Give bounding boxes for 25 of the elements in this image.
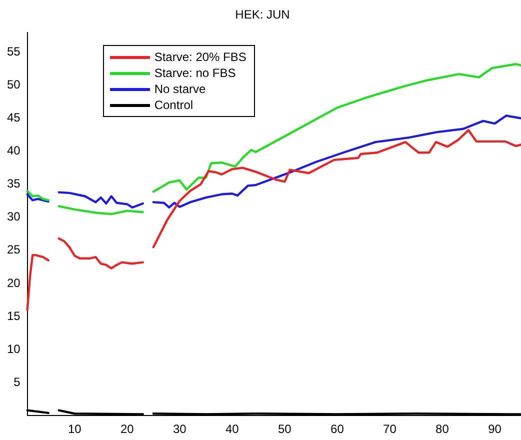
legend-label: Starve: no FBS [154,65,236,82]
x-tick-label: 60 [330,422,344,436]
x-tick-label: 20 [120,422,134,436]
y-tick-label: 50 [6,78,21,92]
x-tick-label: 70 [383,422,397,436]
y-tick-label: 45 [6,110,21,125]
legend-label: No starve [154,81,206,98]
y-tick-label: 5 [14,374,21,389]
x-tick-label: 40 [225,422,240,436]
y-tick-label: 25 [6,242,21,257]
x-tick-label: 10 [68,422,82,436]
legend-label: Control [154,97,194,114]
y-tick-label: 55 [6,44,21,59]
legend-label: Starve: 20% FBS [154,49,246,66]
x-tick-label: 90 [488,422,502,436]
y-tick-label: 20 [6,276,21,290]
y-tick-label: 40 [6,144,21,158]
x-tick-label: 30 [172,422,187,436]
x-tick-label: 50 [278,422,292,436]
x-tick-label: 80 [436,422,450,436]
chart-title: HEK: JUN [235,8,290,22]
y-tick-label: 35 [6,176,21,191]
y-tick-label: 30 [6,210,21,224]
y-tick-label: 10 [6,342,21,356]
y-tick-label: 15 [6,308,21,323]
